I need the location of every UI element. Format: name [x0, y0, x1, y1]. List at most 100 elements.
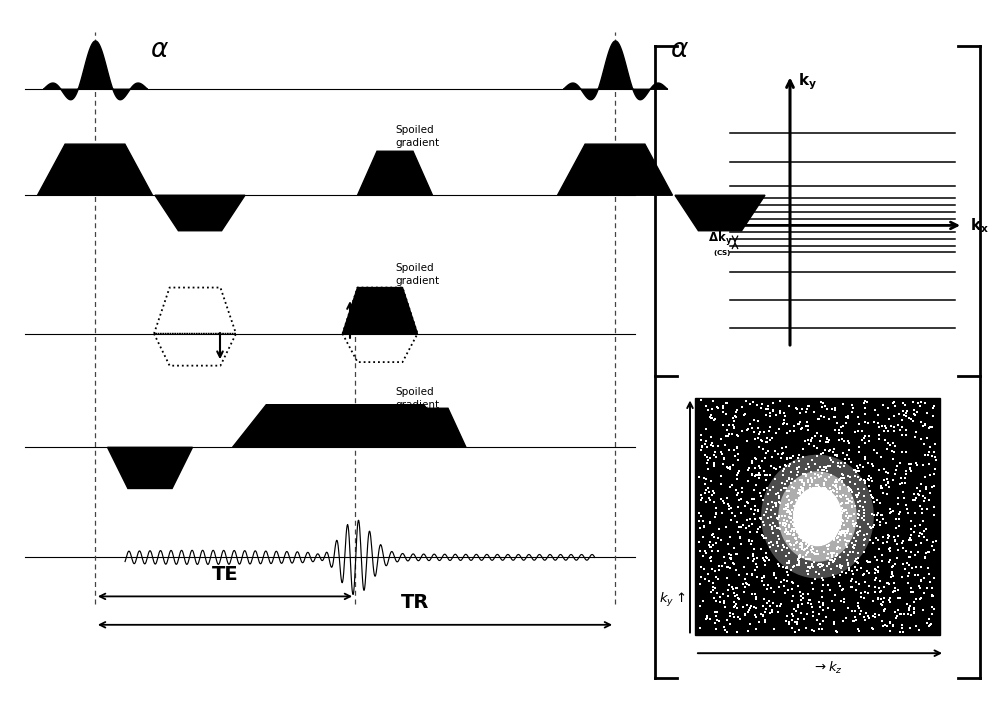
Point — [727, 450, 743, 462]
Point — [695, 515, 711, 526]
Point — [915, 420, 931, 431]
Point — [809, 615, 825, 626]
Point — [800, 546, 816, 557]
Point — [840, 525, 856, 537]
Point — [703, 439, 719, 450]
Point — [897, 400, 913, 411]
Point — [788, 518, 804, 529]
Point — [750, 506, 766, 517]
Point — [821, 508, 837, 519]
Point — [741, 535, 757, 547]
Point — [856, 483, 872, 494]
Point — [882, 542, 898, 553]
Point — [891, 513, 907, 525]
Point — [830, 514, 846, 525]
Point — [804, 511, 820, 523]
Point — [768, 498, 784, 509]
Point — [815, 506, 831, 517]
Point — [903, 413, 919, 425]
Point — [867, 552, 883, 563]
Point — [725, 608, 741, 620]
Point — [716, 497, 732, 508]
Point — [829, 491, 845, 502]
Point — [800, 533, 816, 545]
Point — [807, 458, 823, 469]
Point — [747, 505, 763, 516]
Point — [823, 486, 839, 497]
Point — [814, 572, 830, 584]
Point — [781, 506, 797, 517]
Point — [702, 452, 718, 464]
Point — [906, 527, 922, 538]
Point — [792, 523, 808, 535]
Point — [792, 505, 808, 516]
Point — [827, 530, 843, 541]
Point — [729, 469, 745, 481]
Point — [901, 551, 917, 562]
Point — [824, 555, 840, 566]
Point — [710, 546, 726, 557]
Point — [844, 537, 860, 549]
Point — [730, 430, 746, 442]
Point — [861, 567, 877, 578]
Point — [838, 417, 854, 429]
Point — [779, 562, 795, 574]
Point — [747, 513, 763, 525]
Point — [726, 588, 742, 599]
Point — [830, 457, 846, 469]
Point — [815, 559, 831, 571]
Point — [898, 466, 914, 477]
Point — [731, 495, 747, 506]
Point — [748, 623, 764, 635]
Point — [800, 565, 816, 577]
Point — [898, 468, 914, 479]
Point — [849, 564, 865, 576]
Point — [697, 449, 713, 460]
Point — [817, 482, 833, 493]
Point — [706, 449, 722, 461]
Point — [813, 488, 829, 500]
Point — [706, 532, 722, 543]
Point — [908, 562, 924, 573]
Point — [814, 623, 830, 635]
Point — [738, 577, 754, 589]
Point — [793, 517, 809, 528]
Point — [880, 437, 896, 449]
Point — [923, 618, 939, 630]
Point — [804, 542, 820, 553]
Point — [860, 611, 876, 622]
Point — [793, 484, 809, 496]
Point — [806, 539, 822, 550]
Point — [755, 610, 771, 621]
Point — [825, 503, 841, 515]
Point — [703, 552, 719, 563]
Point — [832, 581, 848, 592]
Point — [710, 532, 726, 544]
Point — [838, 540, 854, 551]
Point — [822, 444, 838, 455]
Point — [757, 616, 773, 628]
Point — [706, 415, 722, 426]
Point — [785, 562, 801, 573]
Point — [906, 405, 922, 416]
Point — [750, 422, 766, 434]
Point — [850, 598, 866, 609]
Point — [874, 420, 890, 432]
Point — [831, 514, 847, 525]
Point — [866, 416, 882, 427]
Point — [750, 524, 766, 535]
Point — [881, 594, 897, 606]
Point — [870, 565, 886, 577]
Point — [851, 626, 867, 637]
Point — [902, 551, 918, 562]
Point — [903, 529, 919, 540]
Point — [767, 508, 783, 520]
Point — [860, 587, 876, 599]
Point — [816, 464, 832, 476]
Point — [751, 429, 767, 440]
Point — [856, 535, 872, 546]
Point — [819, 552, 835, 563]
Point — [853, 591, 869, 603]
Point — [805, 606, 821, 618]
Point — [926, 509, 942, 520]
